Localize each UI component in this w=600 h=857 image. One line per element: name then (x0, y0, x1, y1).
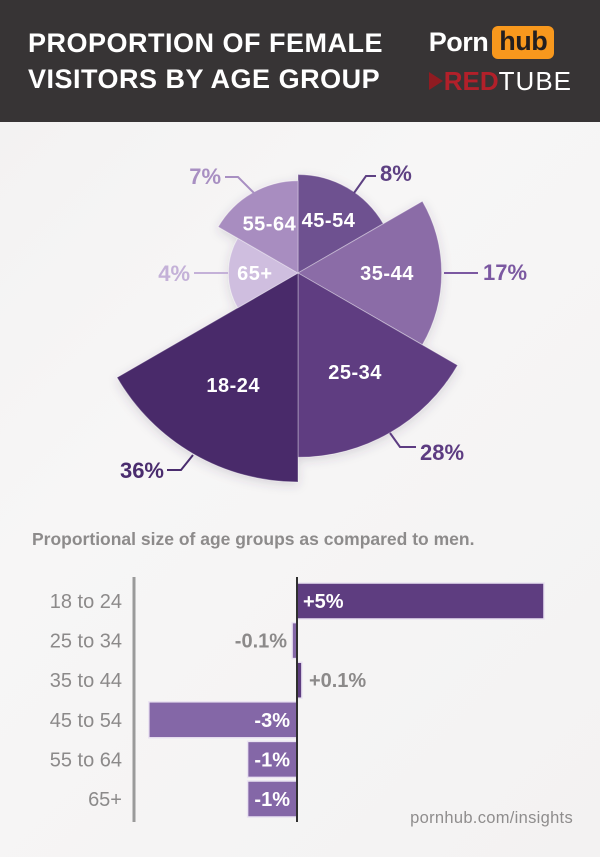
pie-slice-label-25-34: 25-34 (328, 362, 382, 384)
pie-callout-value-45-54: 8% (380, 161, 412, 186)
pie-labels: 45-54 8% 35-44 17% 25-34 28% 18-24 36% 65+ 4% 55-6… (120, 161, 527, 483)
bar-category-55-to-64: 55 to 64 (50, 749, 122, 771)
bar-category-35-to-44: 35 to 44 (50, 670, 122, 692)
bar-chart: 18 to 24 +5% 25 to 34 -0.1% 35 to 44 +0.1% 45 … (50, 577, 545, 822)
pie-slice-35-44 (296, 200, 443, 346)
bar-chart-subtitle: Proportional size of age groups as compa… (32, 529, 475, 549)
pie-slice-45-54 (297, 173, 384, 274)
redtube-logo: RED TUBE (428, 65, 572, 97)
pie-callout-line-25-34 (389, 432, 416, 448)
pie-callout-value-35-44: 17% (483, 260, 527, 285)
pie-slice-label-65+: 65+ (237, 263, 272, 285)
bar-18-to-24 (296, 582, 545, 620)
bar-category-25-to-34: 25 to 34 (50, 631, 122, 653)
pie-slice-65+ (227, 237, 300, 309)
bar-value-45-to-54: -3% (254, 710, 290, 732)
bar-value-25-to-34: -0.1% (235, 631, 287, 653)
pie-callout-value-55-64: 7% (189, 164, 221, 189)
pie-slice-55-64 (217, 180, 299, 274)
pie-callout-line-45-54 (353, 175, 376, 194)
pie-callout-line-55-64 (225, 176, 256, 195)
pie-slice-25-34 (297, 272, 459, 458)
redtube-logo-red: RED (443, 65, 499, 96)
bar-55-to-64 (246, 740, 298, 779)
page-title-line1: PROPORTION OF FEMALE (28, 28, 384, 58)
pornhub-logo-hub: hub (492, 25, 555, 59)
bar-value-18-to-24: +5% (303, 591, 344, 613)
pie-callout-value-65+: 4% (158, 261, 190, 286)
redtube-play-icon (428, 72, 443, 90)
bar-value-55-to-64: -1% (254, 749, 290, 771)
pie-slice-label-35-44: 35-44 (360, 263, 414, 285)
pie-callout-value-25-34: 28% (420, 440, 464, 465)
pie-slice-label-18-24: 18-24 (206, 375, 260, 397)
page-title-line2: VISITORS BY AGE GROUP (28, 64, 381, 94)
pie-slice-18-24 (116, 272, 299, 483)
pie-callout-value-18-24: 36% (120, 458, 164, 483)
polar-area-chart (116, 173, 459, 483)
bar-category-45-to-54: 45 to 54 (50, 710, 122, 732)
footer-url: pornhub.com/insights (410, 809, 573, 827)
pie-slice-label-45-54: 45-54 (302, 210, 356, 232)
bar-value-65+: -1% (254, 789, 290, 811)
bar-value-35-to-44: +0.1% (309, 670, 366, 692)
pornhub-logo-porn: Porn (428, 26, 489, 57)
header: PROPORTION OF FEMALE VISITORS BY AGE GRO… (0, 0, 600, 122)
bar-45-to-54 (148, 701, 298, 739)
pie-callout-line-18-24 (167, 454, 194, 471)
pie-slice-label-55-64: 55-64 (243, 214, 297, 236)
bar-category-18-to-24: 18 to 24 (50, 591, 122, 613)
brand-logos: Porn hub RED TUBE (428, 25, 572, 97)
pornhub-logo: Porn hub (428, 25, 555, 59)
page-title: PROPORTION OF FEMALE VISITORS BY AGE GRO… (28, 25, 383, 97)
bar-category-65+: 65+ (88, 789, 122, 811)
redtube-logo-tube: TUBE (498, 65, 572, 96)
